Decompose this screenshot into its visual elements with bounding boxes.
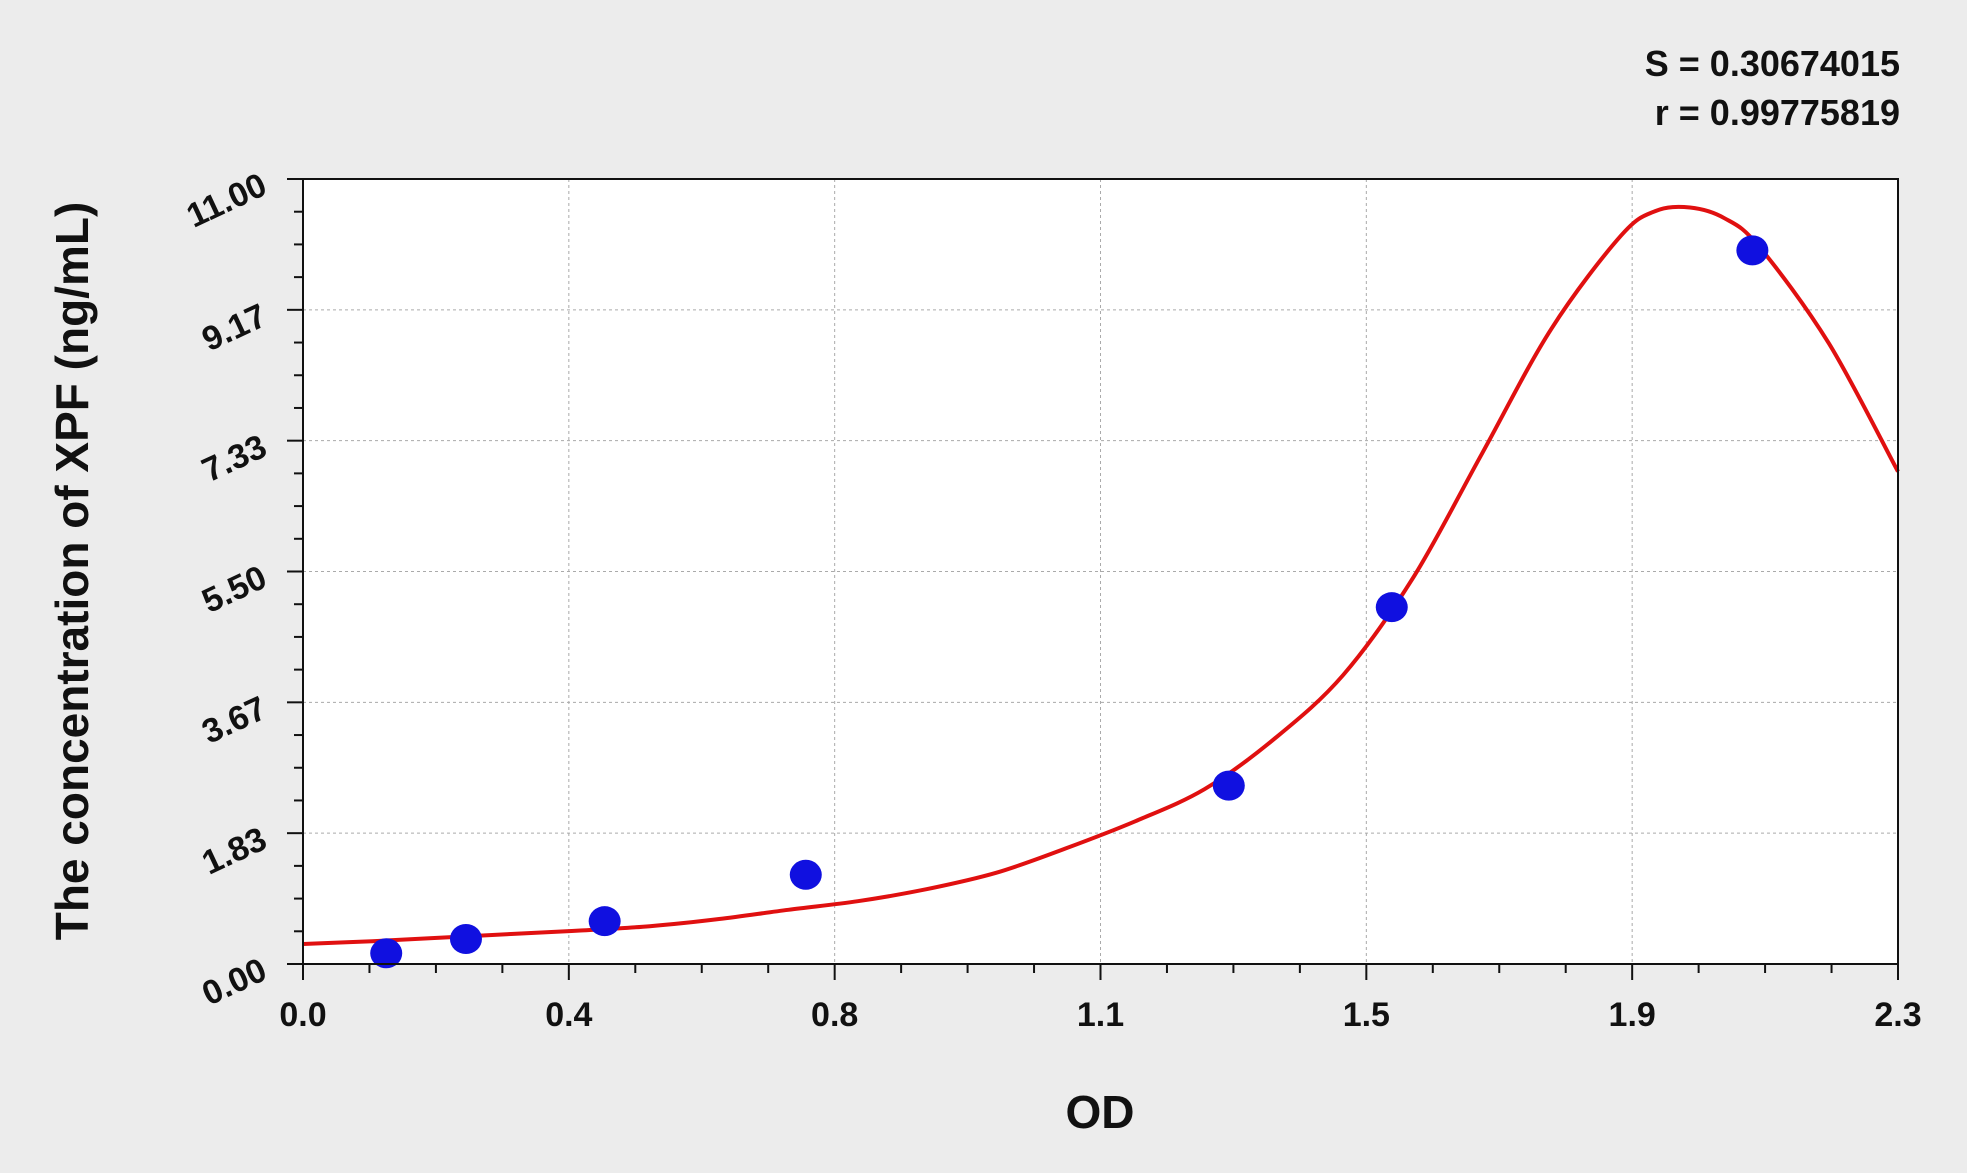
grid-lines — [303, 179, 1898, 964]
data-point — [1212, 770, 1245, 801]
x-tick-label: 1.1 — [1077, 996, 1124, 1034]
data-point — [370, 938, 403, 969]
plot-frame — [302, 178, 1899, 965]
y-axis-title: The concentration of XPF (ng/mL) — [46, 202, 98, 941]
x-axis-title: OD — [1066, 1086, 1135, 1138]
x-tick-label: 0.8 — [811, 996, 858, 1034]
x-tick-label: 1.9 — [1609, 996, 1656, 1034]
data-point — [1736, 235, 1769, 266]
x-tick-label: 0.4 — [545, 996, 592, 1034]
data-point — [449, 924, 482, 955]
x-tick-label: 1.5 — [1343, 996, 1390, 1034]
data-point — [588, 906, 621, 937]
minor-ticks — [287, 178, 1899, 980]
x-tick-labels: 0.0 0.4 0.8 1.1 1.5 1.9 2.3 — [279, 996, 1921, 1034]
x-tick-label: 0.0 — [279, 996, 326, 1034]
data-point — [1375, 592, 1408, 623]
data-point — [789, 859, 822, 890]
stat-r-value: r = 0.99775819 — [1655, 92, 1900, 133]
stat-s-value: S = 0.30674015 — [1645, 43, 1900, 84]
x-tick-label: 2.3 — [1874, 996, 1921, 1034]
data-points — [370, 235, 1769, 969]
